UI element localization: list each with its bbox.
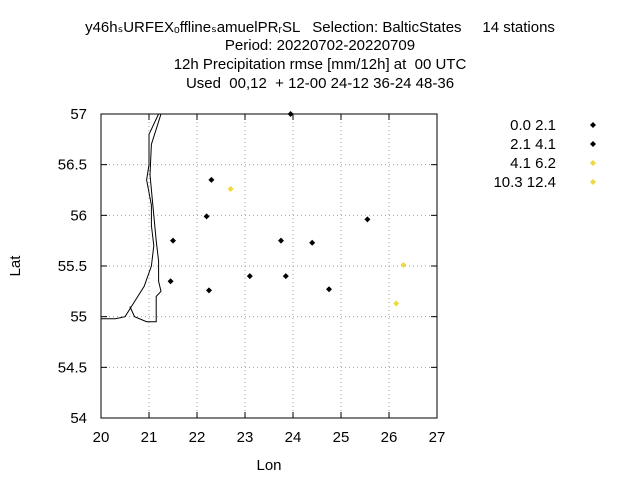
data-point — [393, 300, 400, 307]
chart-title-parameter: 12h Precipitation rmse [mm/12h] at 00 UT… — [173, 56, 467, 73]
coastline-segment — [129, 113, 162, 323]
legend: 0.0 2.1 2.1 4.1 4.1 6.2 10.3 12.4 — [493, 117, 596, 191]
legend-label: 2.1 4.1 — [510, 136, 556, 153]
data-point — [208, 176, 215, 183]
y-tick-label: 55 — [70, 309, 87, 326]
data-point — [227, 185, 234, 192]
y-tick-label: 54.5 — [58, 359, 87, 376]
legend-marker — [590, 179, 596, 185]
x-axis-label: Lon — [256, 457, 281, 474]
x-tick-label: 25 — [333, 429, 350, 446]
y-axis-label: Lat — [7, 255, 24, 277]
data-point — [282, 273, 289, 280]
legend-marker — [590, 141, 596, 147]
data-point — [364, 216, 371, 223]
grid — [101, 114, 437, 418]
data-point — [287, 111, 294, 117]
coastline — [101, 113, 162, 323]
chart-title-line-1: y46hₛURFEXₒfflineₛamuelPRᵣSL Selection: … — [85, 19, 555, 36]
data-point — [246, 273, 253, 280]
data-points — [167, 111, 407, 307]
axis-ticks: 20 21 22 23 24 25 26 27 54 54.5 55 55.5 56 56.5 57 — [58, 106, 446, 446]
data-point — [167, 278, 174, 285]
y-tick-label: 55.5 — [58, 258, 87, 275]
data-point — [309, 239, 316, 246]
y-tick-label: 54 — [70, 410, 87, 427]
x-tick-label: 21 — [141, 429, 158, 446]
data-point — [400, 261, 407, 268]
legend-marker — [590, 160, 596, 166]
coastline-segment — [101, 113, 160, 320]
data-point — [203, 213, 210, 220]
x-tick-label: 22 — [189, 429, 206, 446]
data-point — [170, 237, 176, 244]
data-point — [206, 287, 212, 294]
legend-marker — [590, 122, 596, 128]
x-tick-label: 23 — [237, 429, 254, 446]
chart-title-used: Used 00,12 + 12-00 24-12 36-24 48-36 — [185, 75, 455, 92]
x-tick-label: 26 — [381, 429, 398, 446]
chart-title-period: Period: 20220702-20220709 — [224, 37, 416, 54]
y-tick-label: 57 — [70, 106, 87, 123]
legend-label: 10.3 12.4 — [493, 174, 556, 191]
legend-label: 4.1 6.2 — [510, 155, 556, 172]
x-tick-label: 27 — [429, 429, 446, 446]
y-tick-label: 56 — [70, 207, 87, 224]
x-tick-label: 24 — [285, 429, 302, 446]
y-tick-label: 56.5 — [58, 157, 87, 174]
data-point — [278, 237, 284, 244]
x-tick-label: 20 — [93, 429, 110, 446]
legend-label: 0.0 2.1 — [510, 117, 556, 134]
data-point — [326, 286, 332, 293]
